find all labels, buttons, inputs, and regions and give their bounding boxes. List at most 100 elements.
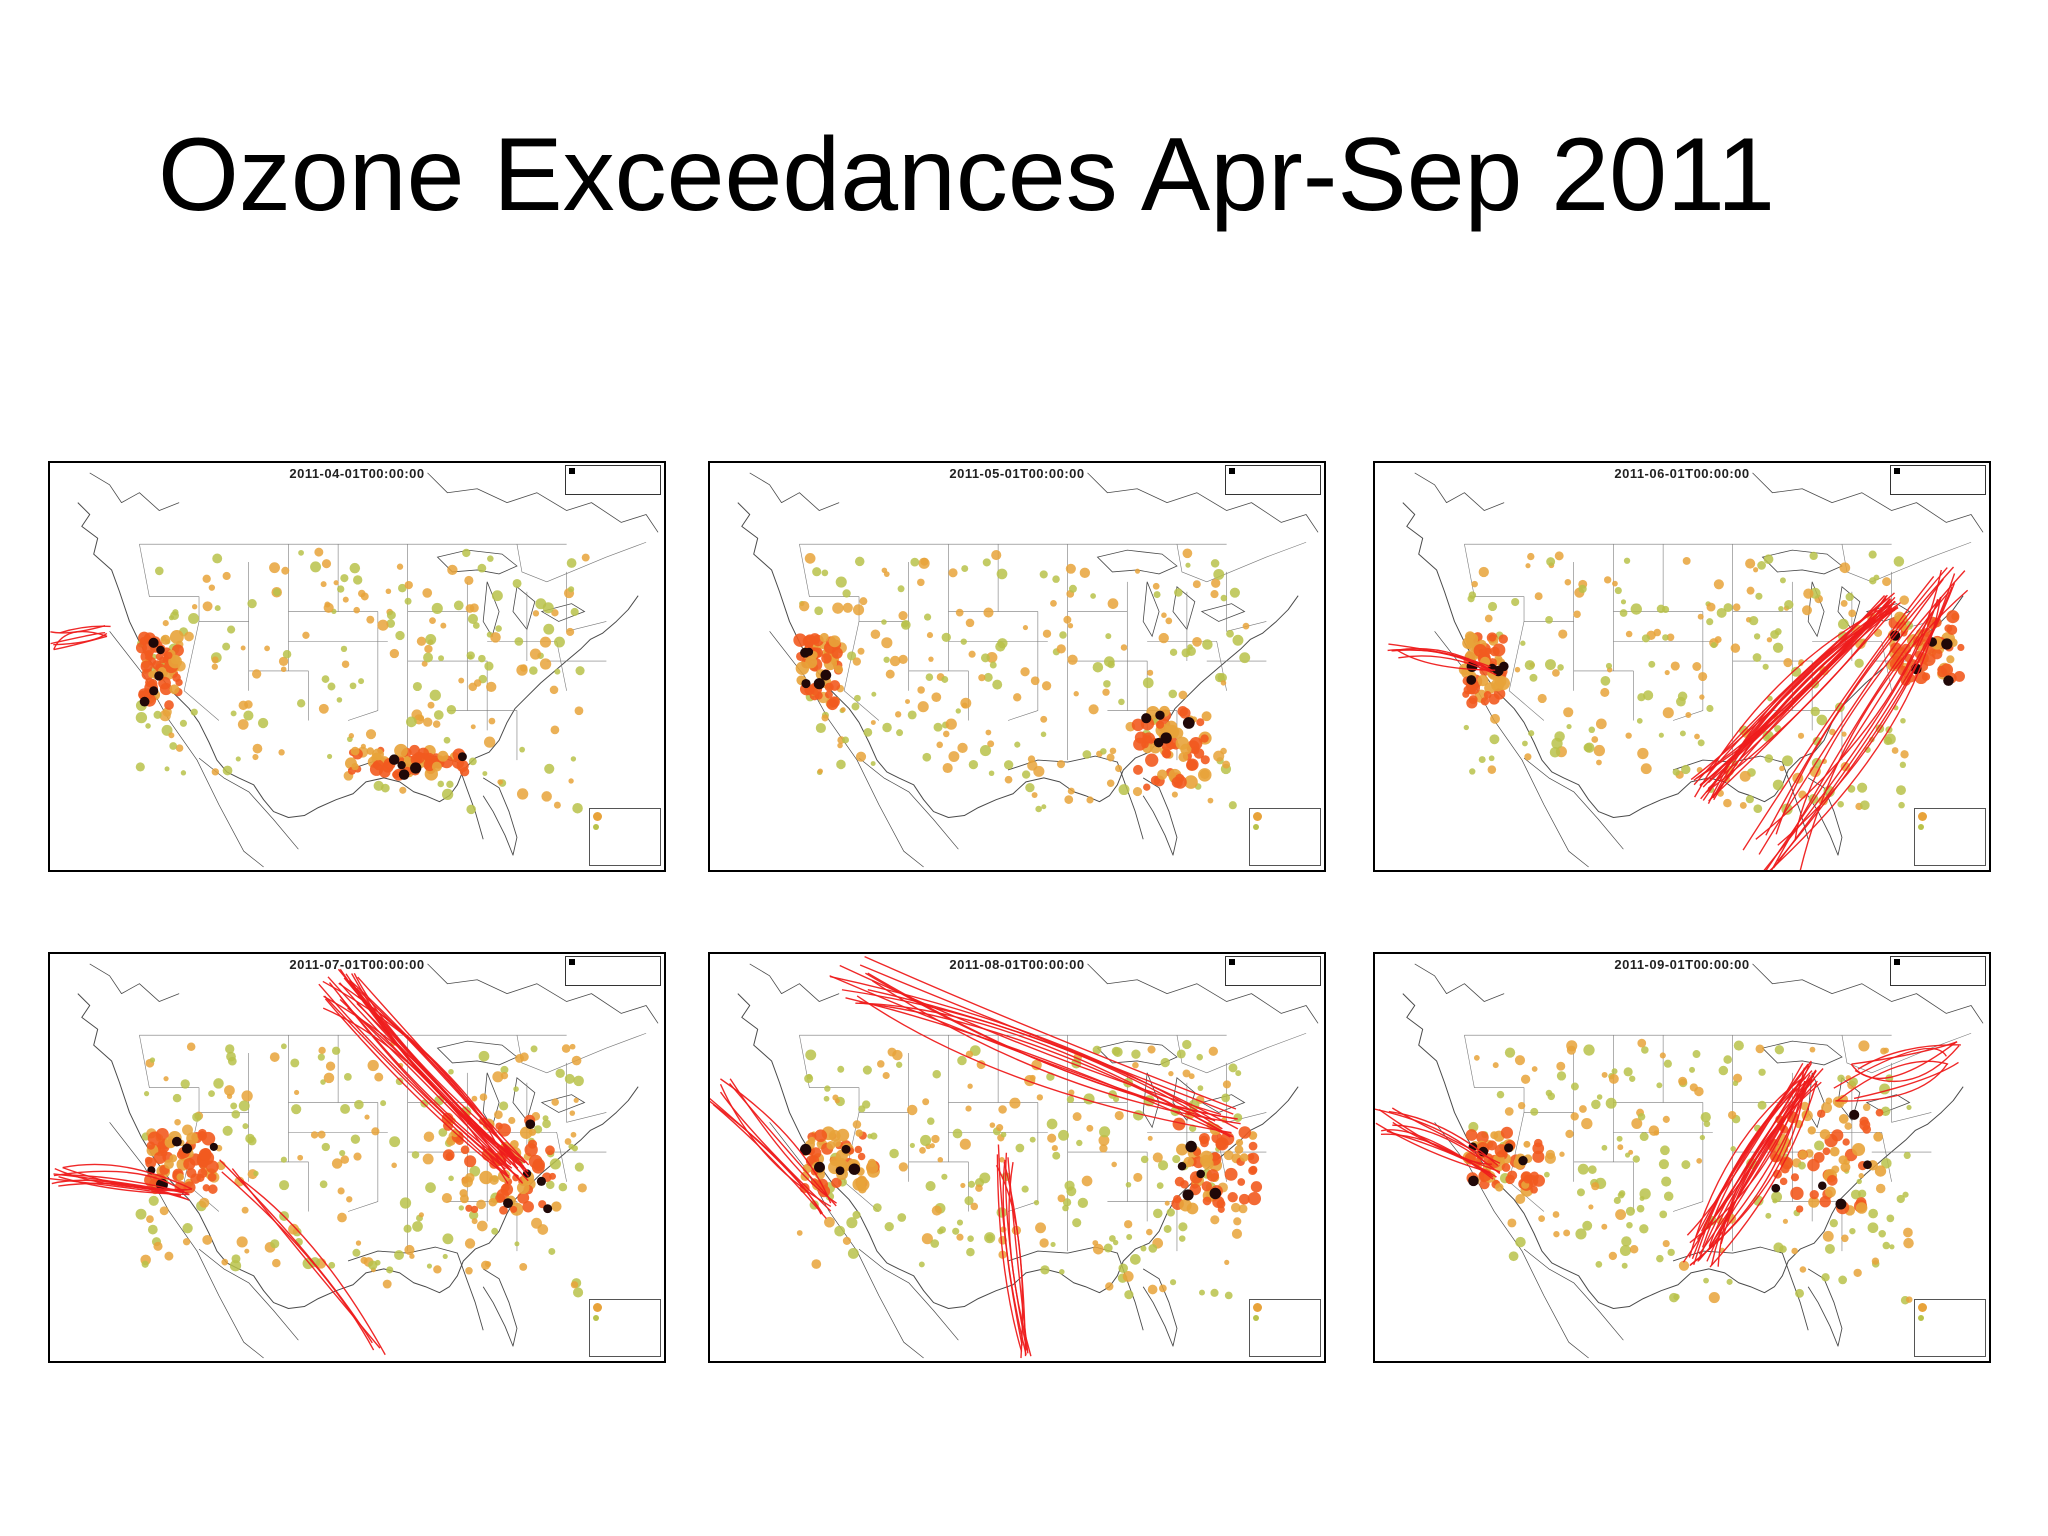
monitoring-site <box>1228 1063 1238 1073</box>
monitoring-site <box>294 1089 300 1096</box>
monitoring-site <box>245 1133 255 1144</box>
monitoring-site <box>168 615 175 621</box>
monitoring-site <box>1641 1046 1649 1054</box>
exceedance-site <box>1250 1181 1263 1193</box>
monitoring-site <box>1617 1191 1625 1199</box>
monitoring-site <box>1156 1182 1164 1189</box>
monitoring-site <box>1765 1212 1772 1219</box>
exceedance-site <box>1476 1131 1489 1144</box>
monitoring-site <box>553 801 561 809</box>
monitoring-site <box>1068 584 1077 593</box>
monitoring-site <box>925 673 934 681</box>
monitoring-site <box>1231 1228 1243 1239</box>
monitoring-site <box>1595 1260 1603 1268</box>
monitoring-site <box>1147 1284 1158 1295</box>
monitoring-site <box>1103 680 1111 688</box>
monitoring-site <box>898 654 908 665</box>
site-marker-icon <box>1894 959 1900 965</box>
monitoring-site <box>948 751 960 762</box>
monitoring-site <box>1625 1206 1636 1216</box>
peak-site <box>1493 665 1504 677</box>
monitoring-site <box>1630 603 1642 615</box>
peak-site <box>801 678 811 689</box>
monitoring-site <box>227 625 236 634</box>
exceedance-site <box>168 654 182 669</box>
monitoring-site <box>1791 1247 1798 1255</box>
exceedance-site <box>153 1151 167 1165</box>
monitoring-site <box>1886 1214 1895 1223</box>
monitoring-site <box>1182 1069 1191 1078</box>
monitoring-site <box>889 655 901 667</box>
trajectory-line <box>50 1177 182 1197</box>
exceedance-site <box>1237 1178 1246 1186</box>
monitoring-site <box>1208 1046 1218 1056</box>
monitoring-site <box>1706 618 1714 626</box>
trajectory-line <box>50 632 106 645</box>
site-layer <box>135 547 590 815</box>
monitoring-site <box>1538 1215 1545 1222</box>
exceedance-site <box>1921 672 1931 681</box>
monitoring-site <box>1146 1228 1153 1236</box>
monitoring-site <box>1515 1194 1526 1204</box>
peak-site <box>1185 1140 1197 1153</box>
exceedance-site <box>1133 764 1143 775</box>
monitoring-site <box>1111 1161 1117 1168</box>
monitoring-site <box>544 763 555 774</box>
exceedance-site <box>1215 1138 1227 1150</box>
monitoring-site <box>1528 730 1535 737</box>
exceedance-site <box>824 690 833 699</box>
monitoring-site <box>539 658 552 670</box>
monitoring-site <box>1222 1080 1232 1089</box>
exceedance-site <box>528 1154 543 1169</box>
monitoring-site <box>1099 1126 1111 1138</box>
monitoring-site <box>905 699 910 705</box>
monitoring-site <box>852 657 862 666</box>
monitoring-site <box>1171 791 1178 798</box>
monitoring-site <box>1082 750 1092 759</box>
monitoring-site <box>1575 1228 1587 1240</box>
monitoring-site <box>333 580 339 586</box>
monitoring-site <box>1489 734 1500 745</box>
monitoring-site <box>1868 1208 1879 1219</box>
monitoring-site <box>272 1258 281 1268</box>
monitoring-site <box>1871 1257 1880 1265</box>
monitoring-site <box>1052 575 1060 583</box>
exceedance-site <box>1532 1142 1545 1155</box>
monitoring-site <box>222 571 231 581</box>
trajectory-line <box>1003 1161 1027 1357</box>
monitoring-site <box>469 603 479 613</box>
monitoring-site <box>1648 660 1656 668</box>
monitoring-site <box>234 1176 245 1187</box>
exceedance-site <box>1477 674 1489 687</box>
monitoring-site <box>1067 623 1074 629</box>
monitoring-site <box>1667 1248 1675 1257</box>
monitoring-site <box>1059 631 1067 639</box>
monitoring-site <box>1109 1235 1116 1242</box>
exceedance-site <box>1473 644 1487 658</box>
monitoring-site <box>1039 570 1048 579</box>
monitoring-legend <box>565 956 661 986</box>
monitoring-site <box>404 597 412 605</box>
monitoring-site <box>1906 1104 1912 1110</box>
monitoring-site <box>568 586 575 593</box>
monitoring-site <box>1619 1244 1632 1257</box>
exceedance-site <box>1894 611 1906 623</box>
monitoring-site <box>1706 704 1714 713</box>
monitoring-site <box>298 549 304 556</box>
exceedance-site <box>1790 1186 1804 1200</box>
monitoring-site <box>1700 1112 1711 1123</box>
monitoring-site <box>1591 736 1599 743</box>
monitoring-site <box>427 701 435 709</box>
monitoring-site <box>570 607 579 616</box>
monitoring-site <box>446 705 457 715</box>
monitoring-site <box>1848 609 1857 618</box>
monitoring-site <box>212 553 223 564</box>
monitoring-site <box>1210 1215 1220 1225</box>
monitoring-site <box>1059 1269 1065 1275</box>
monitoring-site <box>1158 632 1169 644</box>
small-circle-icon <box>593 824 599 831</box>
monitoring-site <box>399 1197 412 1209</box>
trajectory-line <box>1794 570 1966 841</box>
monitoring-site <box>1050 1241 1056 1248</box>
monitoring-site <box>149 1057 156 1063</box>
